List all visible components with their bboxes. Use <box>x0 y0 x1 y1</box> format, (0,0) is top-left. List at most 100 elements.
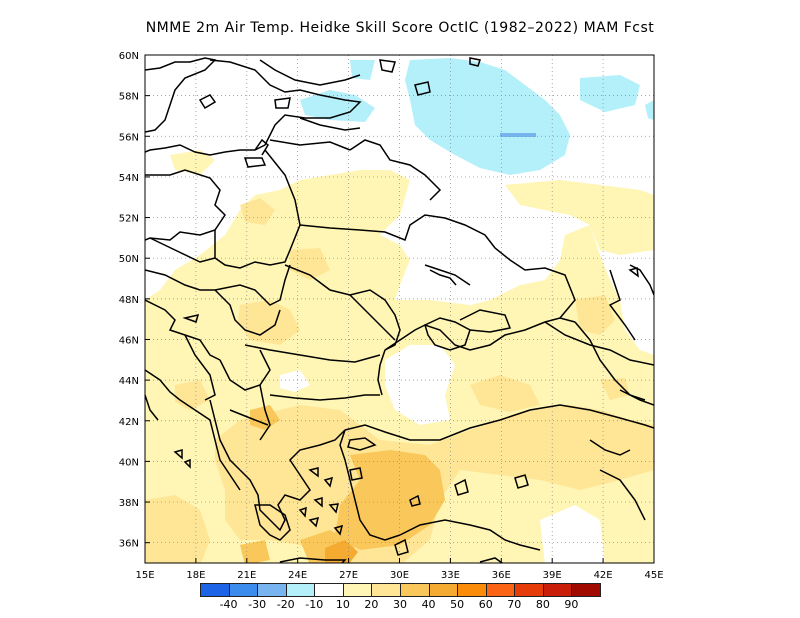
skill-region-30-40 <box>250 405 280 430</box>
lon-tick-label: 27E <box>339 570 358 581</box>
colorbar-swatch <box>485 583 516 597</box>
lake-van <box>514 474 529 489</box>
colorbar-swatch <box>571 583 601 597</box>
colorbar-swatch <box>342 583 373 597</box>
germany-poland-border <box>145 169 226 241</box>
bulgaria-west <box>259 384 271 441</box>
black-sea-romania-coast <box>377 349 386 396</box>
lat-tick-label: 44N <box>119 376 139 387</box>
rybinsk <box>469 57 481 67</box>
colorbar-label: 60 <box>478 598 493 611</box>
colorbar-label: -20 <box>276 598 295 611</box>
crete <box>279 557 347 563</box>
skill-shading <box>145 58 654 563</box>
lat-tick-label: 38N <box>119 498 139 509</box>
lake-balaton <box>182 313 200 323</box>
lake-ladoga <box>414 81 431 96</box>
kaliningrad <box>243 157 267 168</box>
lat-tick-label: 46N <box>119 335 139 346</box>
lake-onega <box>379 59 396 73</box>
north-macedonia <box>229 409 269 426</box>
colorbar-label: 30 <box>393 598 407 611</box>
lon-tick-label: 33E <box>441 570 460 581</box>
lat-tick-label: 50N <box>119 254 139 265</box>
skill-region-20-30 <box>575 295 615 335</box>
skill-region-40-50 <box>325 540 358 563</box>
skill-region-20-30 <box>600 378 630 400</box>
turkey-west-coast <box>339 429 401 541</box>
skill-region-white <box>280 370 310 392</box>
colorbar-label: 20 <box>364 598 379 611</box>
lon-tick-label: 21E <box>237 570 256 581</box>
crimea <box>424 317 471 351</box>
skill-region-white <box>385 345 455 425</box>
scandinavia-coast <box>145 57 217 133</box>
azerbaijan <box>619 389 654 406</box>
colorbar-label: -30 <box>248 598 267 611</box>
saaremaa <box>274 97 291 109</box>
lon-tick-label: 36E <box>492 570 511 581</box>
rhodes <box>394 538 409 556</box>
kazakh-border <box>608 269 636 341</box>
colorbar-label: -40 <box>219 598 238 611</box>
colorbar-swatch <box>371 583 401 597</box>
belarus-north-border <box>349 139 442 201</box>
colorbar-label: 70 <box>507 598 522 611</box>
colorbar-swatch <box>285 583 316 597</box>
lat-tick-label: 36N <box>119 539 139 550</box>
curonian <box>254 138 269 156</box>
finland-coast <box>259 59 361 86</box>
estonia-latvia-border <box>299 117 361 131</box>
colorbar-swatch <box>428 583 459 597</box>
lat-tick-label: 40N <box>119 457 139 468</box>
belarus-ukraine-border <box>299 214 446 241</box>
italy-coast <box>145 394 159 421</box>
skill-region-neg-10 <box>350 60 375 80</box>
skill-region-20-30 <box>470 375 540 412</box>
latvia-lithuania-border <box>269 139 351 151</box>
coastlines-borders <box>145 57 654 563</box>
skill-region-30-40 <box>240 540 270 563</box>
lon-tick-label: 45E <box>644 570 663 581</box>
poland-east-border <box>214 149 301 269</box>
chart-title: NMME 2m Air Temp. Heidke Skill Score Oct… <box>145 20 655 36</box>
adriatic-coast <box>145 369 241 491</box>
iran-turkey <box>599 469 646 521</box>
colorbar-label: 90 <box>564 598 579 611</box>
colorbar-swatch <box>457 583 487 597</box>
colorbar-swatch <box>257 583 287 597</box>
gotland <box>198 94 217 110</box>
lat-tick-label: 60N <box>119 51 139 62</box>
romania-bulgaria <box>244 344 381 363</box>
colorbar-swatch <box>228 583 259 597</box>
lat-tick-label: 54N <box>119 173 139 184</box>
skill-region-neg-10 <box>300 90 375 122</box>
dnieper-reservoir <box>429 269 457 286</box>
aegean-islands <box>298 467 344 536</box>
lat-tick-label: 48N <box>119 295 139 306</box>
small-islands-west <box>173 449 191 469</box>
skill-region-20-30 <box>145 495 210 563</box>
lake-beysehir <box>409 494 421 507</box>
colorbar-swatch <box>400 583 430 597</box>
colorbar-swatch <box>514 583 544 597</box>
colorbar-label: -10 <box>305 598 324 611</box>
lat-tick-label: 42N <box>119 417 139 428</box>
skill-region-white <box>380 200 560 305</box>
slovenia-croatia <box>145 299 221 361</box>
ukraine-internal <box>424 264 471 286</box>
georgia-borders <box>544 321 654 366</box>
skill-region-20-30 <box>238 300 300 345</box>
lon-tick-label: 24E <box>288 570 307 581</box>
colorbar-swatch <box>542 583 573 597</box>
albania <box>209 399 241 471</box>
lesbos <box>349 467 363 481</box>
caspian-coast <box>629 264 654 296</box>
colorbar-label: 50 <box>450 598 465 611</box>
lon-tick-label: 39E <box>543 570 562 581</box>
skill-region-neg-10 <box>645 100 654 120</box>
lon-tick-label: 30E <box>390 570 409 581</box>
armenia <box>589 439 631 456</box>
peloponnese <box>254 504 291 541</box>
